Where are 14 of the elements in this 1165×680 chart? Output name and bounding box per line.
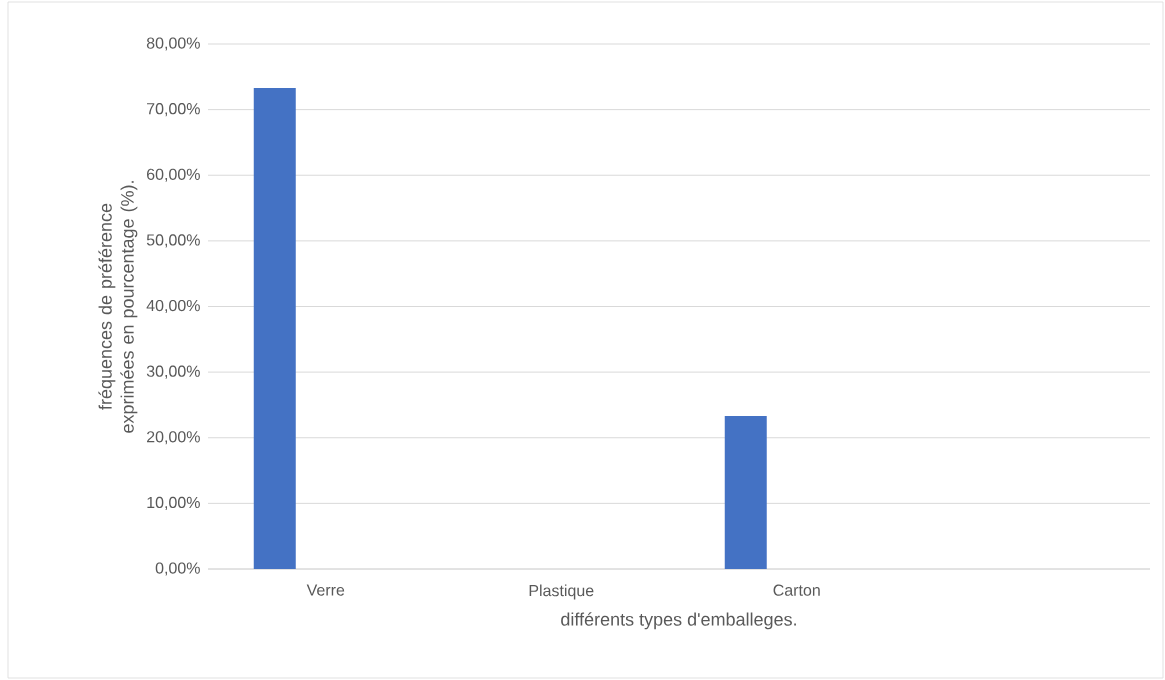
x-tick-label: Plastique <box>529 584 594 600</box>
y-tick-label: 70,00% <box>147 103 200 117</box>
y-tick-label: 30,00% <box>146 365 200 379</box>
y-tick-label: 20,00% <box>147 431 200 445</box>
y-tick-label: 80,00% <box>146 37 200 51</box>
y-tick-label: 60,00% <box>147 168 200 182</box>
y-tick-label: 50,00% <box>146 234 200 248</box>
x-tick-label: Verre <box>306 584 345 596</box>
y-axis-title: fréquences de préférence exprimées en pourcentage (%). <box>98 181 138 433</box>
y-tick-label: 10,00% <box>147 496 200 510</box>
x-tick-label: Carton <box>773 584 820 596</box>
y-tick-label: 40,00% <box>146 299 200 314</box>
y-tick-label: 0,00% <box>155 562 200 576</box>
x-axis-title: différents types d'emballeges. <box>561 612 796 630</box>
